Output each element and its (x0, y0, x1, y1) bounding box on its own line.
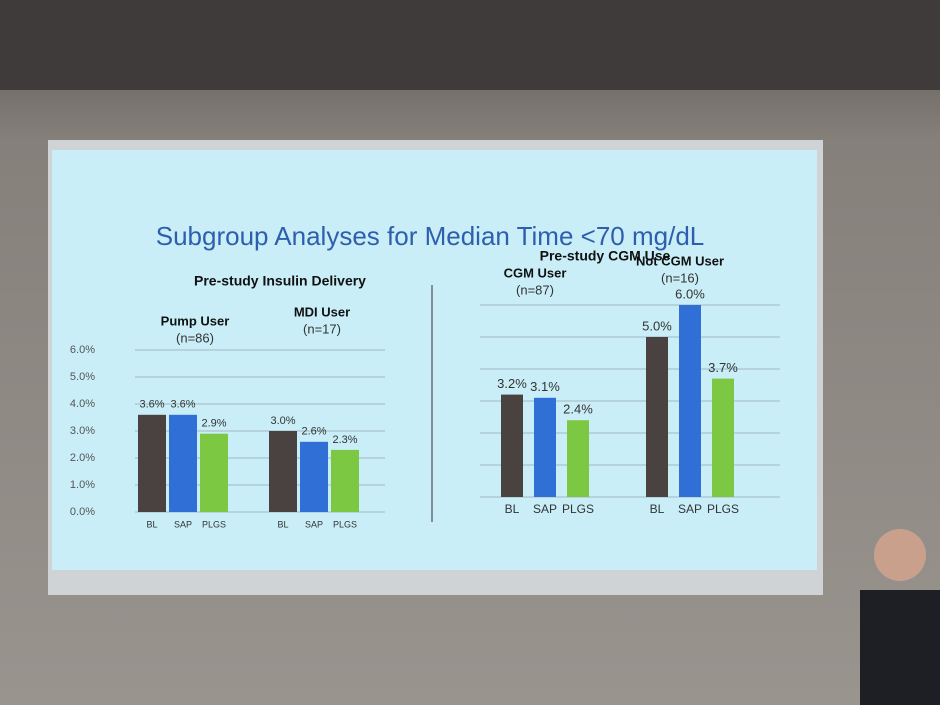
value-label: 6.0% (675, 286, 705, 301)
y-tick-label: 5.0% (70, 371, 95, 383)
group-name: CGM User (504, 265, 567, 280)
value-label: 5.0% (642, 318, 672, 333)
x-tick-label: SAP (678, 502, 702, 516)
bar (269, 431, 297, 512)
y-tick-label: 1.0% (70, 479, 95, 491)
bar (200, 433, 228, 512)
chart-title: Pre-study CGM Use (540, 248, 671, 264)
value-label: 3.0% (270, 415, 295, 427)
bar (567, 420, 589, 497)
group-subtitle: (n=86) (176, 330, 214, 345)
bar (169, 414, 197, 512)
x-tick-label: SAP (174, 519, 192, 529)
group-subtitle: (n=87) (516, 282, 554, 297)
x-tick-label: BL (650, 502, 665, 516)
value-label: 2.4% (563, 402, 593, 417)
bar (712, 378, 734, 497)
group-subtitle: (n=16) (661, 270, 699, 285)
y-tick-label: 3.0% (70, 425, 95, 437)
y-tick-label: 4.0% (70, 398, 95, 410)
x-tick-label: BL (277, 519, 288, 529)
value-label: 3.6% (139, 399, 164, 411)
value-label: 3.1% (530, 379, 560, 394)
ceiling (0, 0, 940, 90)
charts: Pre-study Insulin Delivery 0.0% 1.0% 2.0% 3.… (70, 248, 780, 529)
group-name: Not CGM User (636, 253, 724, 268)
bar (534, 397, 556, 497)
bar (679, 305, 701, 497)
x-tick-label: BL (505, 502, 520, 516)
x-tick-label: PLGS (562, 502, 594, 516)
group-name: MDI User (294, 304, 350, 319)
slide-title: Subgroup Analyses for Median Time <70 mg… (156, 221, 705, 251)
group-subtitle: (n=17) (303, 321, 341, 336)
speaker (860, 590, 940, 705)
speaker-head (874, 529, 926, 581)
value-label: 2.9% (201, 418, 226, 430)
value-label: 2.6% (301, 426, 326, 438)
value-label: 2.3% (332, 434, 357, 446)
bar (300, 441, 328, 512)
bar (501, 394, 523, 497)
x-tick-label: PLGS (202, 519, 226, 529)
x-tick-label: PLGS (333, 519, 357, 529)
value-label: 3.6% (170, 399, 195, 411)
value-label: 3.7% (708, 360, 738, 375)
x-tick-label: BL (146, 519, 157, 529)
y-tick-label: 0.0% (70, 506, 95, 518)
y-tick-label: 2.0% (70, 452, 95, 464)
y-tick-label: 6.0% (70, 344, 95, 356)
bar (331, 449, 359, 512)
value-label: 3.2% (497, 376, 527, 391)
x-tick-label: PLGS (707, 502, 739, 516)
chart-title: Pre-study Insulin Delivery (194, 273, 366, 289)
bar (646, 337, 668, 497)
bar (138, 414, 166, 512)
x-tick-label: SAP (533, 502, 557, 516)
group-name: Pump User (161, 313, 230, 328)
x-tick-label: SAP (305, 519, 323, 529)
slide (52, 150, 817, 570)
